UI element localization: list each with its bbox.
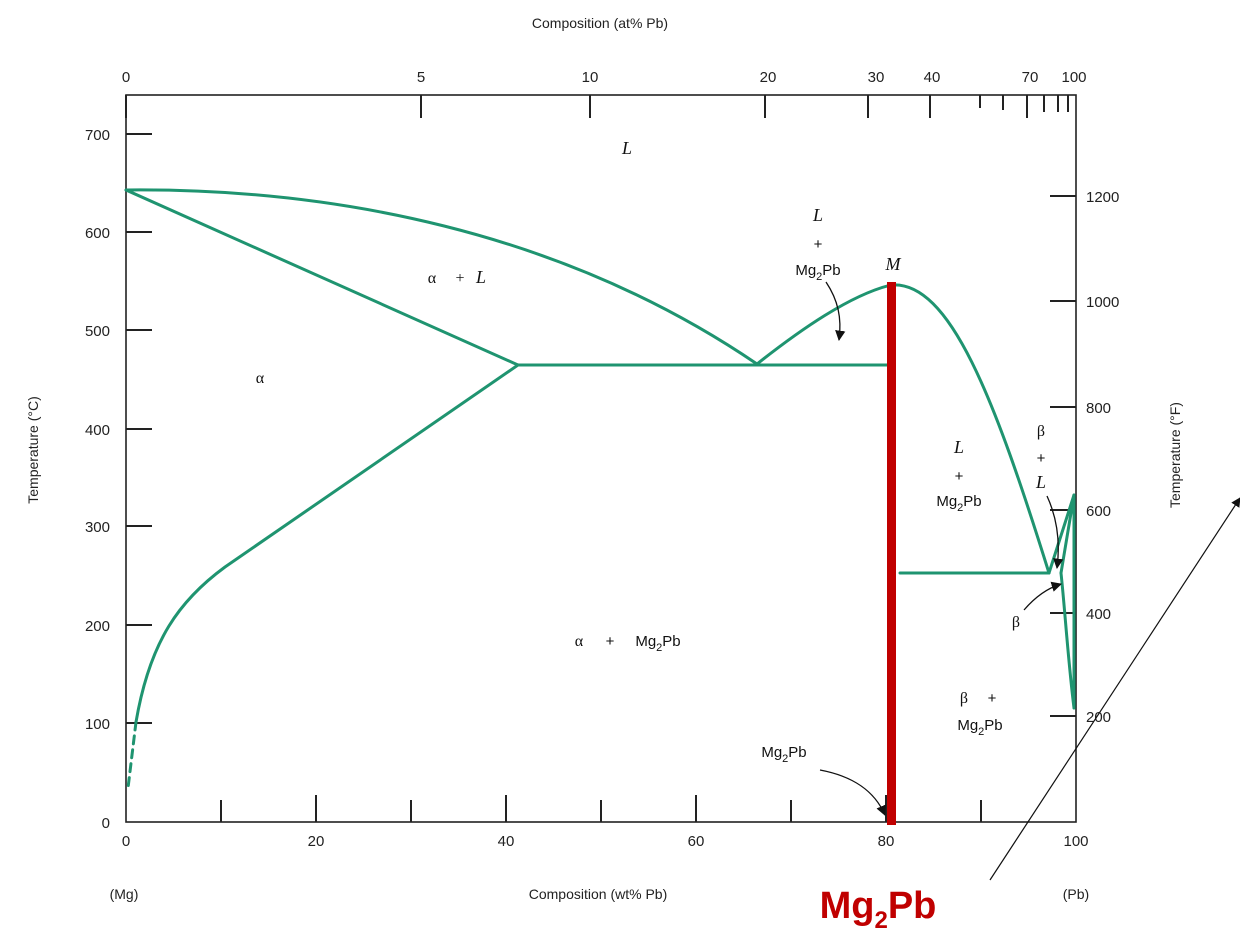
region-beta-plus-l-l: L [1035, 472, 1046, 492]
congruent-point-label: M [885, 254, 902, 274]
region-beta-plus-l-plus: + [1037, 450, 1046, 467]
region-alpha-plus-l: α + L [428, 267, 486, 287]
bottom-tick-label-80: 80 [878, 833, 895, 850]
bottom-tick-label-20: 20 [308, 833, 325, 850]
bottom-right-end-label: (Pb) [1063, 886, 1089, 902]
left-tick-label-400: 400 [85, 422, 110, 439]
left-tick-label-200: 200 [85, 618, 110, 635]
region-alpha-plus-l-plus: + [455, 270, 464, 287]
top-tick-label-30: 30 [868, 69, 885, 86]
bottom-tick-label-0: 0 [122, 833, 130, 850]
left-tick-label-500: 500 [85, 323, 110, 340]
region-beta-plus-mg2pb-plus: + [988, 690, 997, 707]
region-l-plus-mg2pb-left-l: L [812, 205, 823, 225]
region-beta-plus-mg2pb-beta: β [960, 690, 968, 707]
region-alpha-plus-l-alpha: α [428, 270, 437, 287]
region-beta: β [1012, 614, 1020, 631]
region-liquid: L [621, 138, 632, 158]
region-l-plus-mg2pb-left-plus: + [814, 236, 823, 253]
region-beta-plus-mg2pb: β + Mg2Pb [957, 690, 1002, 738]
region-alpha-plus-mg2pb-formula: Mg2Pb [635, 633, 680, 654]
right-tick-label-800: 800 [1086, 400, 1111, 417]
bottom-tick-label-40: 40 [498, 833, 515, 850]
bottom-axis-ticks [220, 795, 982, 822]
bottom-axis-labels: 0 20 40 60 80 100 [122, 833, 1089, 850]
bottom-left-end-label: (Mg) [110, 886, 139, 902]
region-l-plus-mg2pb-right-l: L [953, 437, 964, 457]
top-tick-label-10: 10 [582, 69, 599, 86]
region-l-plus-mg2pb-right-formula: Mg2Pb [936, 493, 981, 514]
bottom-axis-title: Composition (wt% Pb) [529, 886, 668, 902]
callout-arrow-beta-plus-l [1046, 495, 1064, 570]
left-axis-title: Temperature (°C) [25, 396, 41, 504]
solidus-left [124, 188, 520, 367]
region-beta-plus-mg2pb-formula: Mg2Pb [957, 717, 1002, 738]
top-tick-label-5: 5 [417, 69, 425, 86]
left-axis-ticks [126, 133, 152, 724]
right-tick-label-1200: 1200 [1086, 189, 1119, 206]
mg2pb-highlight-line [887, 282, 896, 825]
region-alpha-plus-l-l: L [475, 267, 486, 287]
top-tick-label-40: 40 [924, 69, 941, 86]
top-tick-label-70: 70 [1022, 69, 1039, 86]
left-axis-labels: 0 100 200 300 400 500 600 700 [85, 127, 110, 832]
top-tick-label-0: 0 [122, 69, 130, 86]
mg2pb-annotation-label: Mg2Pb [820, 885, 937, 928]
beta-solvus [1059, 571, 1076, 710]
solvus-alpha [134, 363, 520, 724]
left-tick-label-700: 700 [85, 127, 110, 144]
solvus-alpha-dashed [126, 720, 138, 790]
left-tick-label-100: 100 [85, 716, 110, 733]
right-axis-title: Temperature (°F) [1167, 402, 1183, 508]
top-axis-ticks [125, 95, 1069, 118]
liquidus-left [124, 188, 759, 366]
region-l-plus-mg2pb-right: L + Mg2Pb [936, 437, 981, 514]
top-axis-title: Composition (at% Pb) [532, 15, 668, 31]
phase-boundaries [124, 188, 1076, 790]
region-l-plus-mg2pb-left: L + Mg2Pb [795, 205, 840, 283]
bottom-tick-label-100: 100 [1063, 833, 1088, 850]
callout-arrow-l-plus-mg2pb [825, 281, 846, 342]
callout-arrow-compound [819, 769, 886, 816]
right-tick-label-600: 600 [1086, 503, 1111, 520]
annotation-arrow [989, 497, 1240, 881]
region-alpha-plus-mg2pb: α + Mg2Pb [575, 633, 681, 654]
top-axis-labels: 0 5 10 20 30 40 70 100 [122, 69, 1087, 86]
left-tick-label-300: 300 [85, 519, 110, 536]
region-alpha-plus-mg2pb-alpha: α [575, 633, 584, 650]
liquidus-to-m [755, 283, 893, 366]
plot-frame [125, 94, 1077, 823]
region-alpha: α [256, 370, 265, 387]
left-tick-label-0: 0 [102, 815, 110, 832]
top-tick-label-20: 20 [760, 69, 777, 86]
right-tick-label-200: 200 [1086, 709, 1111, 726]
right-tick-label-1000: 1000 [1086, 294, 1119, 311]
left-tick-label-600: 600 [85, 225, 110, 242]
right-axis-ticks [1050, 195, 1076, 717]
right-tick-label-400: 400 [1086, 606, 1111, 623]
callout-arrow-beta [1023, 581, 1062, 611]
bottom-tick-label-60: 60 [688, 833, 705, 850]
compound-callout-formula: Mg2Pb [761, 744, 806, 765]
liquidus-right [889, 283, 1051, 575]
region-l-plus-mg2pb-left-formula: Mg2Pb [795, 262, 840, 283]
right-axis-labels: 200 400 600 800 1000 1200 [1086, 189, 1119, 726]
region-alpha-plus-mg2pb-plus: + [606, 633, 615, 650]
region-beta-plus-l-beta: β [1037, 423, 1045, 440]
region-l-plus-mg2pb-right-plus: + [955, 468, 964, 485]
region-beta-plus-l: β + L [1035, 423, 1046, 492]
top-tick-label-100: 100 [1061, 69, 1086, 86]
compound-callout: Mg2Pb [761, 744, 806, 765]
